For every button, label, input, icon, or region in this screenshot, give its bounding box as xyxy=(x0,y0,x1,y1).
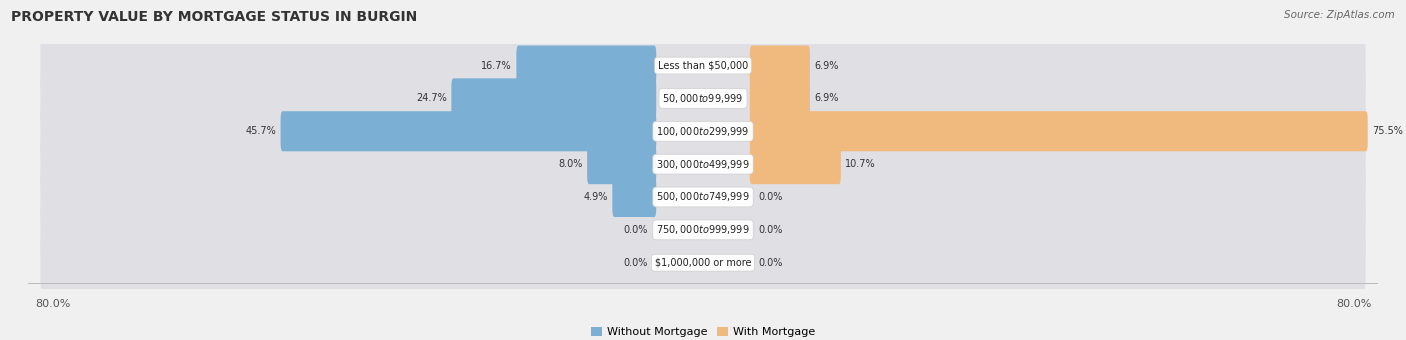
FancyBboxPatch shape xyxy=(749,79,810,118)
Text: $100,000 to $299,999: $100,000 to $299,999 xyxy=(657,125,749,138)
FancyBboxPatch shape xyxy=(613,177,657,217)
Text: $1,000,000 or more: $1,000,000 or more xyxy=(655,258,751,268)
Text: PROPERTY VALUE BY MORTGAGE STATUS IN BURGIN: PROPERTY VALUE BY MORTGAGE STATUS IN BUR… xyxy=(11,10,418,24)
FancyBboxPatch shape xyxy=(749,144,841,184)
Text: 0.0%: 0.0% xyxy=(623,258,648,268)
Text: 0.0%: 0.0% xyxy=(623,225,648,235)
Text: $750,000 to $999,999: $750,000 to $999,999 xyxy=(657,223,749,236)
Text: $300,000 to $499,999: $300,000 to $499,999 xyxy=(657,158,749,171)
FancyBboxPatch shape xyxy=(41,198,1365,261)
FancyBboxPatch shape xyxy=(41,231,1365,294)
Text: 8.0%: 8.0% xyxy=(558,159,582,169)
FancyBboxPatch shape xyxy=(281,111,657,151)
Text: 75.5%: 75.5% xyxy=(1372,126,1403,136)
Text: 16.7%: 16.7% xyxy=(481,61,512,71)
Text: 24.7%: 24.7% xyxy=(416,94,447,103)
Legend: Without Mortgage, With Mortgage: Without Mortgage, With Mortgage xyxy=(591,327,815,337)
FancyBboxPatch shape xyxy=(516,46,657,86)
FancyBboxPatch shape xyxy=(41,133,1365,196)
Text: 0.0%: 0.0% xyxy=(758,258,783,268)
Text: Source: ZipAtlas.com: Source: ZipAtlas.com xyxy=(1284,10,1395,20)
FancyBboxPatch shape xyxy=(41,166,1365,228)
Text: 10.7%: 10.7% xyxy=(845,159,876,169)
FancyBboxPatch shape xyxy=(588,144,657,184)
FancyBboxPatch shape xyxy=(41,100,1365,163)
Text: 0.0%: 0.0% xyxy=(758,225,783,235)
Text: 4.9%: 4.9% xyxy=(583,192,607,202)
Text: 0.0%: 0.0% xyxy=(758,192,783,202)
FancyBboxPatch shape xyxy=(749,46,810,86)
Text: 45.7%: 45.7% xyxy=(246,126,276,136)
Text: 6.9%: 6.9% xyxy=(814,61,839,71)
Text: Less than $50,000: Less than $50,000 xyxy=(658,61,748,71)
FancyBboxPatch shape xyxy=(749,111,1368,151)
FancyBboxPatch shape xyxy=(41,34,1365,97)
Text: $50,000 to $99,999: $50,000 to $99,999 xyxy=(662,92,744,105)
FancyBboxPatch shape xyxy=(41,67,1365,130)
FancyBboxPatch shape xyxy=(451,79,657,118)
Text: 6.9%: 6.9% xyxy=(814,94,839,103)
Text: $500,000 to $749,999: $500,000 to $749,999 xyxy=(657,190,749,204)
